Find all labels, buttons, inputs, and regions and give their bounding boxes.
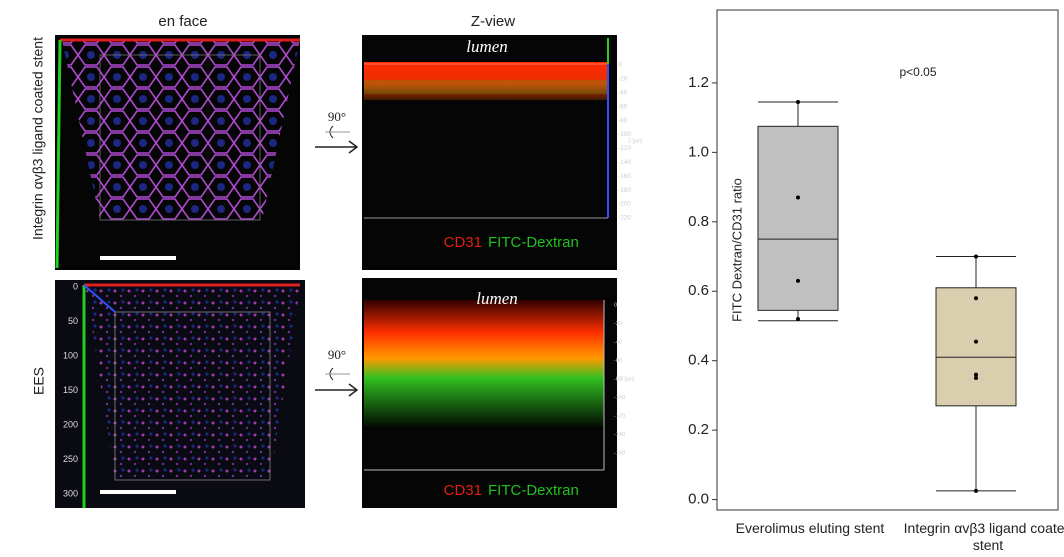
enface-image-1: [55, 35, 300, 270]
image-tick-label: -100: [618, 131, 631, 138]
annotation: p<0.05: [899, 65, 936, 79]
y-tick-label: 0.0: [688, 491, 709, 508]
image-tick-label: -120: [614, 413, 625, 419]
plot-frame: [716, 9, 1059, 511]
image-tick-label: -60: [618, 103, 628, 110]
data-point: [796, 278, 800, 283]
row-label: EES: [31, 367, 47, 395]
image-tick-label: 100: [63, 350, 78, 360]
y-tick-label: 1.2: [688, 74, 709, 91]
image-tick-label: -80: [618, 117, 628, 124]
stain-label: FITC-Dextran: [488, 234, 579, 251]
data-point: [974, 339, 978, 344]
axis-unit: Z [µm]: [628, 138, 643, 144]
enface-image-2: [55, 280, 305, 508]
image-tick-label: -60: [614, 358, 622, 364]
zview-image-2: [362, 278, 617, 508]
rotation-label: 90°: [328, 109, 346, 124]
image-tick-label: -180: [618, 187, 631, 194]
lumen-label: lumen: [466, 37, 508, 56]
rotation-arrows: [315, 125, 359, 397]
rotation-label: 90°: [328, 347, 346, 362]
image-tick-label: -20: [614, 321, 622, 327]
image-tick-label: -100: [614, 395, 625, 401]
image-tick-label: 0: [614, 302, 617, 308]
image-tick-label: -140: [618, 159, 631, 166]
image-tick-label: 50: [68, 316, 78, 326]
image-tick-label: 0: [73, 281, 78, 291]
stain-label: FITC-Dextran: [488, 482, 579, 499]
stain-label: CD31: [444, 482, 482, 499]
image-tick-label: -20: [618, 76, 628, 83]
data-point: [796, 195, 800, 200]
y-tick-label: 1.0: [688, 143, 709, 160]
data-point: [974, 376, 978, 381]
y-axis-label: FITC Dextran/CD31 ratio: [729, 178, 744, 322]
image-tick-label: 250: [63, 454, 78, 464]
lumen-label: lumen: [476, 289, 518, 308]
y-tick-label: 0.4: [688, 352, 709, 369]
data-point: [974, 372, 978, 377]
x-tick-label: Everolimus eluting stent: [735, 520, 885, 536]
image-tick-label: 200: [63, 419, 78, 429]
data-point: [796, 100, 800, 105]
image-tick-label: 0: [618, 62, 622, 69]
image-tick-label: -160: [618, 173, 631, 180]
image-tick-label: -220: [618, 215, 631, 222]
data-point: [974, 296, 978, 301]
image-tick-label: -160: [614, 450, 625, 456]
y-tick-label: 0.8: [688, 213, 709, 230]
image-tick-label: -40: [618, 90, 628, 97]
x-tick-label: Integrin αvβ3 ligand coated stent: [903, 520, 1064, 553]
data-point: [974, 254, 978, 259]
stain-label: CD31: [444, 234, 482, 251]
data-point: [974, 488, 978, 493]
panel-title: en face: [158, 13, 207, 30]
image-tick-label: -200: [618, 201, 631, 208]
box: [935, 287, 1017, 407]
image-tick-label: -40: [614, 339, 622, 345]
image-tick-label: 150: [63, 385, 78, 395]
image-tick-label: 300: [63, 488, 78, 498]
row-label: Integrin αvβ3 ligand coated stent: [29, 37, 46, 240]
image-tick-label: -140: [614, 432, 625, 438]
y-tick-label: 0.6: [688, 282, 709, 299]
image-tick-label: -120: [618, 145, 631, 152]
data-point: [796, 317, 800, 322]
axis-unit: Z [µm]: [620, 376, 635, 382]
panel-title: Z-view: [471, 13, 515, 30]
zview-image-1: [362, 35, 617, 270]
image-tick-label: -80: [614, 376, 622, 382]
y-tick-label: 0.2: [688, 421, 709, 438]
